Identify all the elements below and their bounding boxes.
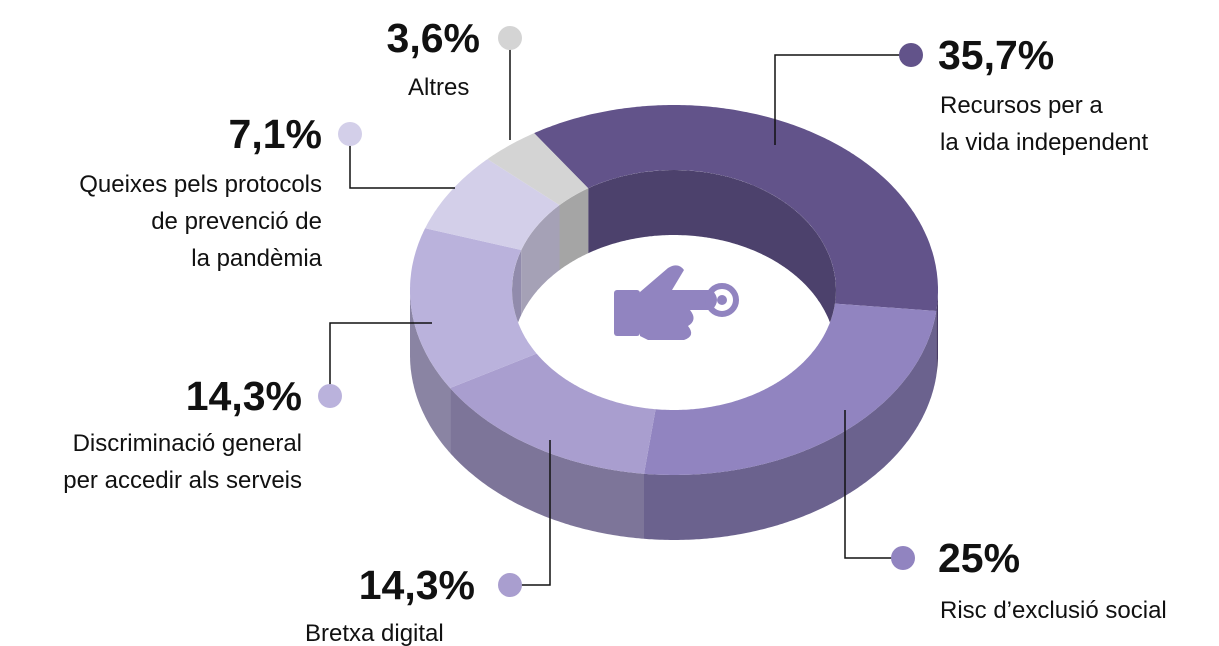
legend-dot [498,573,522,597]
slice-side [936,290,938,376]
slice [644,303,937,475]
category-label: Risc d’exclusió social [940,597,1167,624]
slice [425,159,560,250]
value-label: 14,3% [358,562,475,608]
leader-line [844,410,903,559]
slice-inner-wall [559,188,589,271]
slice-side [644,311,937,540]
value-label: 7,1% [228,111,322,157]
slice-inner-wall [521,205,560,315]
legend-dot [891,546,915,570]
hand-icon [614,265,739,340]
category-label: Discriminació general per accedir als se… [63,430,302,494]
legend-dot [498,26,522,50]
category-label: Bretxa digital [305,620,444,646]
legend-dot [338,122,362,146]
slice-side [450,388,644,539]
slice [534,105,938,311]
category-label: Recursos per a la vida independent [940,92,1149,156]
leader-line [329,322,432,396]
leader-line [774,54,911,145]
slice-inner-wall [588,170,836,355]
category-label: Altres [408,74,470,101]
category-label: Queixes pels protocols de prevenció de l… [79,171,322,272]
slice [410,228,537,388]
value-label: 25% [938,535,1021,581]
slice [450,353,656,474]
legend-dot [899,43,923,67]
value-label: 14,3% [185,373,302,419]
slice [487,133,589,206]
value-label: 35,7% [938,32,1055,78]
legend-dot [318,384,342,408]
leader-line [349,134,455,189]
leader-line [510,440,551,586]
slice-side [410,290,451,453]
value-label: 3,6% [386,15,480,61]
